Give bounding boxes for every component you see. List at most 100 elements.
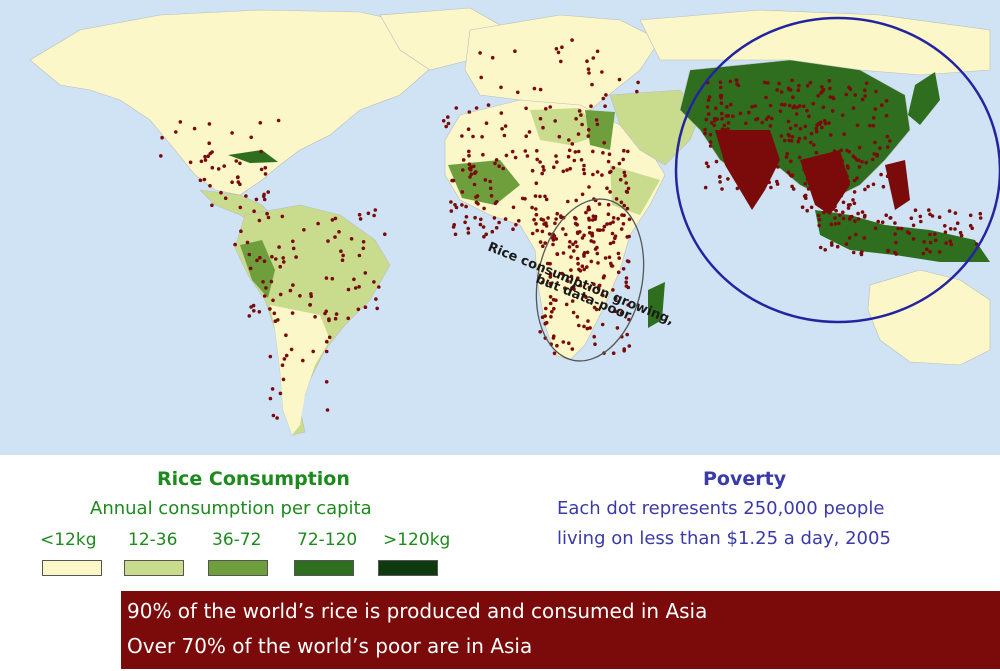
poverty-dot: [958, 230, 963, 235]
poverty-dot: [819, 197, 824, 202]
poverty-dot: [720, 127, 725, 131]
poverty-dot: [748, 157, 753, 162]
poverty-dot: [500, 127, 504, 131]
poverty-dot: [356, 307, 361, 312]
poverty-dot: [746, 147, 751, 151]
poverty-dot: [497, 164, 501, 168]
poverty-dot: [911, 223, 916, 228]
poverty-dot: [817, 177, 821, 181]
poverty-dot: [750, 105, 754, 109]
poverty-dot: [868, 123, 872, 128]
poverty-dot: [611, 216, 616, 220]
poverty-dot: [627, 217, 632, 222]
poverty-dot: [817, 217, 822, 222]
poverty-dot: [589, 104, 593, 108]
poverty-dot: [863, 187, 867, 192]
poverty-dot: [538, 240, 543, 244]
poverty-dot: [278, 264, 283, 269]
poverty-dot: [272, 311, 277, 316]
poverty-dot: [472, 164, 476, 169]
poverty-dot: [800, 205, 805, 209]
poverty-dot: [844, 92, 848, 97]
poverty-dot: [850, 214, 854, 219]
poverty-dot: [790, 173, 795, 177]
poverty-dot: [524, 134, 528, 138]
japan: [908, 72, 940, 125]
poverty-dot: [216, 167, 221, 171]
poverty-dot: [872, 116, 876, 120]
poverty-dot: [778, 109, 783, 113]
poverty-dot: [230, 180, 234, 184]
poverty-dot: [288, 288, 293, 293]
poverty-dot: [192, 126, 197, 131]
poverty-dot: [731, 114, 735, 118]
poverty-dot: [265, 211, 269, 216]
north-america: [29, 9, 441, 196]
poverty-dot: [262, 259, 267, 264]
poverty-dot: [608, 241, 613, 246]
poverty-dot: [927, 208, 931, 212]
poverty-dot: [588, 326, 592, 330]
poverty-dot: [525, 154, 530, 158]
poverty-dot: [284, 353, 289, 358]
summary-banner: 90% of the world’s rice is produced and …: [121, 591, 1000, 669]
poverty-dot: [764, 117, 769, 122]
poverty-dot: [830, 243, 834, 247]
poverty-dot: [245, 240, 250, 245]
poverty-legend-title: Poverty: [703, 468, 787, 490]
poverty-dot: [463, 220, 467, 225]
poverty-dot: [978, 216, 983, 220]
poverty-dot: [817, 223, 821, 228]
poverty-dot: [530, 205, 534, 210]
poverty-dot: [814, 150, 819, 155]
poverty-dot: [446, 115, 450, 119]
poverty-dot: [947, 209, 952, 213]
poverty-dot: [838, 213, 842, 217]
poverty-dot: [541, 244, 545, 248]
poverty-dot: [572, 287, 576, 292]
poverty-dot: [486, 103, 491, 107]
poverty-dot: [587, 71, 591, 75]
poverty-dot: [735, 78, 739, 83]
poverty-dot: [499, 85, 503, 90]
poverty-dot: [551, 242, 555, 247]
poverty-dot: [606, 202, 611, 207]
poverty-dot: [622, 349, 626, 353]
poverty-dot: [570, 142, 575, 146]
poverty-dot: [814, 129, 819, 134]
poverty-dot: [268, 307, 272, 311]
poverty-dot: [767, 180, 771, 185]
poverty-dot: [452, 223, 457, 227]
poverty-dot: [373, 208, 378, 212]
egypt: [585, 110, 615, 150]
poverty-dot: [546, 216, 550, 220]
poverty-dot: [575, 223, 579, 227]
poverty-dot: [790, 184, 794, 189]
poverty-dot: [576, 132, 581, 136]
poverty-dot: [202, 177, 207, 182]
bin-swatch: [378, 560, 438, 576]
poverty-dot: [619, 311, 624, 316]
poverty-dot: [361, 246, 366, 251]
poverty-dot: [569, 274, 574, 279]
madagascar: [648, 282, 665, 328]
poverty-dot: [627, 234, 631, 239]
poverty-dot: [835, 244, 840, 249]
poverty-dot: [602, 141, 606, 145]
poverty-dot: [579, 158, 584, 162]
poverty-dot: [798, 127, 803, 131]
poverty-dot: [325, 339, 329, 344]
poverty-dot: [833, 216, 837, 220]
poverty-dot: [794, 123, 798, 128]
poverty-dot: [922, 240, 926, 244]
poverty-dot: [290, 311, 295, 315]
poverty-dot: [802, 165, 806, 170]
poverty-dot: [313, 315, 317, 319]
poverty-dot: [744, 121, 748, 126]
poverty-dot: [851, 106, 856, 110]
poverty-dot: [789, 159, 793, 164]
poverty-dot: [579, 113, 583, 117]
poverty-dot: [873, 107, 878, 111]
poverty-dot: [339, 249, 343, 253]
poverty-dot: [533, 194, 538, 198]
